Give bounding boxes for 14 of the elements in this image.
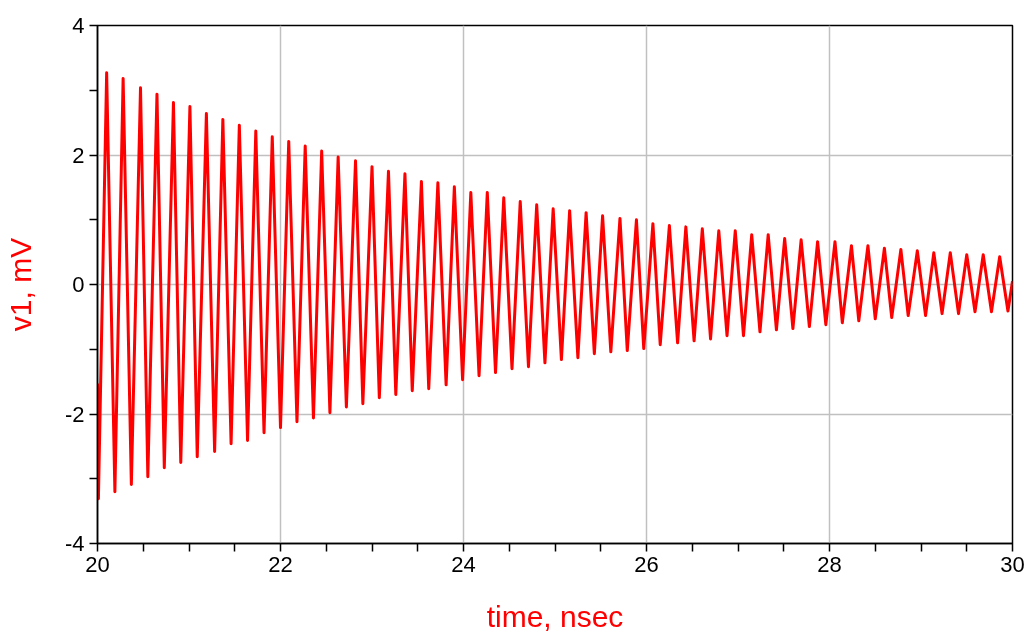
x-tick-label: 24: [451, 551, 476, 577]
y-tick-label: -4: [64, 531, 85, 556]
y-tick-label: 4: [72, 13, 85, 38]
line-series: [97, 71, 1013, 501]
x-tick-label: 26: [634, 551, 659, 577]
x-tick-label: 20: [85, 551, 110, 577]
x-tick-label: 28: [817, 551, 842, 577]
x-tick-label: 22: [268, 551, 293, 577]
y-axis-title: v1, mV: [3, 237, 37, 332]
x-axis-title: time, nsec: [486, 599, 624, 633]
y-tick-label: -2: [64, 401, 85, 427]
x-tick-label: 30: [1000, 551, 1025, 577]
y-tick-label: 2: [72, 142, 85, 168]
y-tick-label: 0: [72, 272, 85, 297]
